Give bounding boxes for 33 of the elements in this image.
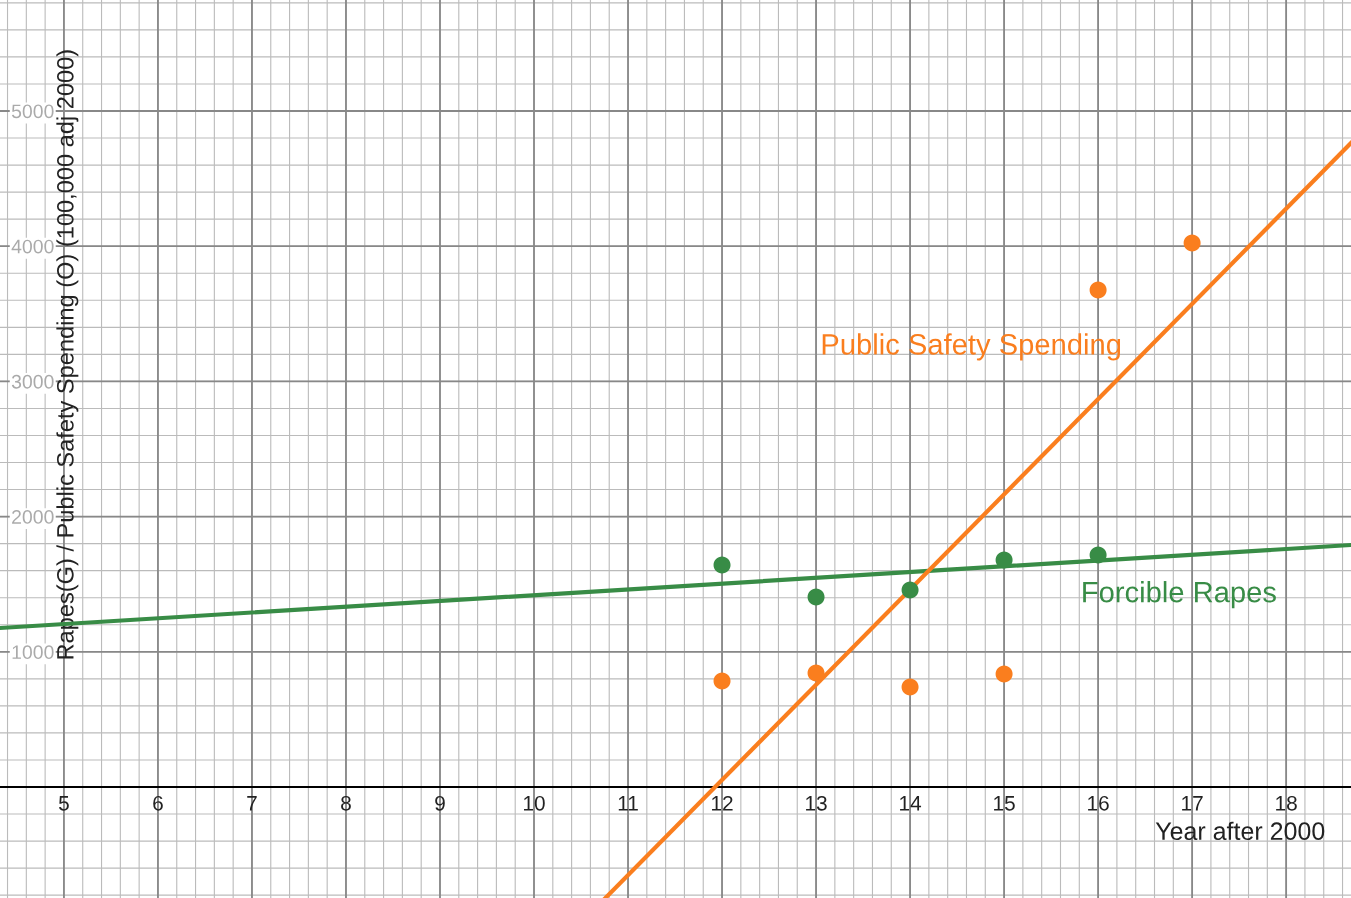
x-tick-label: 12: [712, 795, 733, 811]
x-tick-label: 13: [806, 795, 827, 811]
x-tick-label: 7: [247, 796, 257, 811]
point: [995, 551, 1013, 569]
x-tick-label: 10: [524, 795, 545, 811]
point: [1183, 234, 1201, 252]
series-label: Public Safety Spending: [822, 333, 1121, 361]
x-tick-label: 14: [900, 796, 922, 811]
point: [807, 664, 825, 682]
y-tick-label: 2000: [12, 510, 54, 524]
x-axis-title: Year after 2000: [1155, 821, 1325, 841]
point: [1089, 546, 1107, 564]
x-tick-label: 11: [618, 796, 638, 811]
x-tick-label: 8: [341, 795, 351, 811]
y-tick-label: 4000: [11, 239, 54, 254]
point: [713, 672, 731, 690]
x-tick-label: 6: [153, 795, 163, 811]
y-tick-label: 5000: [11, 104, 54, 119]
x-tick-label: 9: [435, 795, 445, 811]
point: [901, 581, 919, 599]
x-tick-label: 18: [1276, 795, 1297, 811]
point: [807, 588, 825, 606]
point: [713, 556, 731, 574]
point: [901, 678, 919, 696]
x-tick-label: 5: [58, 796, 69, 811]
point: [995, 665, 1013, 683]
y-tick-label: 3000: [11, 374, 54, 389]
y-axis-title: Rapes(G) / Public Safety Spending (O) (100,000 adj 2000): [56, 50, 79, 659]
point: [1089, 281, 1107, 299]
y-tick-label: 1000: [12, 645, 54, 660]
x-tick-label: 15: [994, 796, 1015, 811]
x-tick-label: 16: [1088, 795, 1109, 811]
x-tick-label: 17: [1182, 796, 1203, 811]
